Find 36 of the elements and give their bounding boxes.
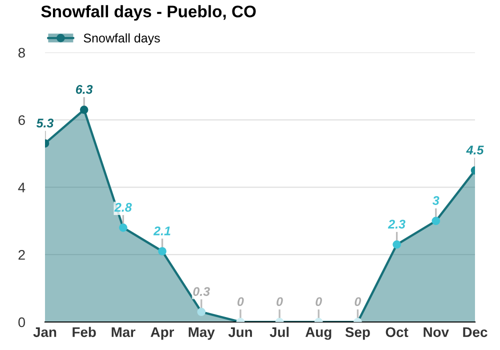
data-label: 0 (276, 297, 283, 306)
x-tick-label: Feb (72, 326, 96, 338)
y-tick-label: 4 (18, 182, 26, 192)
legend-label: Snowfall days (84, 33, 160, 45)
y-tick-label: 2 (18, 250, 25, 260)
data-label: 3 (432, 196, 440, 205)
x-tick-label: Jul (270, 326, 289, 338)
x-tick-label: Apr (150, 327, 174, 340)
data-label: 5.3 (36, 118, 54, 128)
chart-title: Snowfall days - Pueblo, CO (41, 5, 256, 21)
data-label: 6.3 (76, 84, 93, 94)
point (80, 106, 88, 114)
data-label: 0 (238, 297, 244, 306)
x-tick-label: Mar (112, 327, 136, 338)
x-tick-label: Jan (33, 327, 56, 338)
x-tick-label: May (188, 327, 215, 340)
x-tick-label: Nov (424, 327, 449, 338)
data-label: 4.5 (466, 146, 484, 154)
data-label: 2.1 (153, 226, 170, 236)
x-tick-label: Dec (463, 327, 488, 338)
x-tick-label: Aug (305, 327, 332, 340)
data-label: 0.3 (193, 287, 210, 296)
data-label: 2.3 (388, 220, 406, 229)
y-tick-label: 8 (18, 48, 25, 58)
y-tick-label: 0 (18, 317, 26, 328)
point (432, 216, 440, 226)
x-tick-label: Oct (386, 327, 408, 338)
y-tick-label: 6 (18, 115, 25, 126)
x-tick-label: Jun (228, 327, 252, 338)
point (119, 224, 128, 232)
x-tick-label: Sep (345, 327, 370, 340)
point (158, 247, 166, 256)
data-label: 0 (354, 297, 362, 306)
point (392, 240, 401, 249)
data-label: 0 (316, 297, 322, 306)
data-label: 2.8 (114, 202, 132, 212)
